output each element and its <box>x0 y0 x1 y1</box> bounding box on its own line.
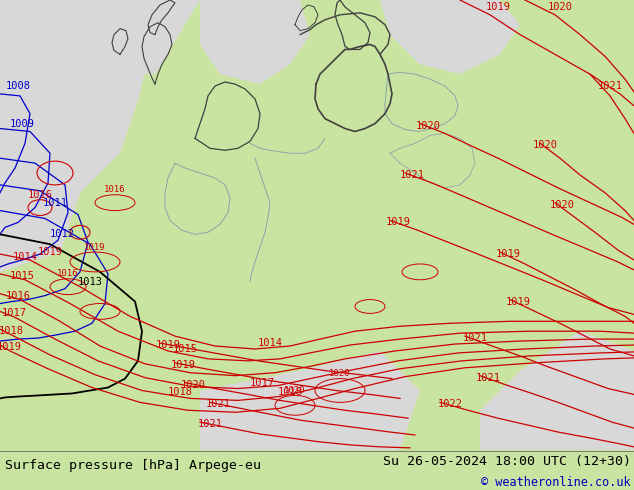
Text: 1019: 1019 <box>155 340 181 350</box>
Text: 1019: 1019 <box>486 2 510 12</box>
Text: 1019: 1019 <box>171 360 195 370</box>
Text: 1020: 1020 <box>181 380 205 390</box>
Text: 1020: 1020 <box>548 2 573 12</box>
Text: 1015: 1015 <box>172 344 198 354</box>
Text: 1021: 1021 <box>597 81 623 91</box>
Text: 1020: 1020 <box>550 199 574 210</box>
Text: 1016: 1016 <box>57 270 79 278</box>
Polygon shape <box>480 331 634 450</box>
Text: 1020: 1020 <box>533 140 557 150</box>
Text: 1019: 1019 <box>0 342 22 352</box>
Text: 1014: 1014 <box>257 338 283 348</box>
Text: 1020: 1020 <box>284 386 306 395</box>
Text: 1021: 1021 <box>205 399 231 409</box>
Polygon shape <box>380 0 520 74</box>
Text: Su 26-05-2024 18:00 UTC (12+30): Su 26-05-2024 18:00 UTC (12+30) <box>383 455 631 467</box>
Text: 1021: 1021 <box>462 333 488 343</box>
Text: 1021: 1021 <box>198 419 223 429</box>
Text: 1019: 1019 <box>505 296 531 307</box>
Text: 1017: 1017 <box>1 308 27 318</box>
Text: 1016: 1016 <box>6 291 30 300</box>
Polygon shape <box>200 0 310 84</box>
Text: 1015: 1015 <box>10 271 34 281</box>
Text: 1019: 1019 <box>37 247 63 257</box>
Polygon shape <box>0 173 80 272</box>
Text: 1018: 1018 <box>278 388 302 397</box>
Text: Surface pressure [hPa] Arpege-eu: Surface pressure [hPa] Arpege-eu <box>5 459 261 471</box>
Text: 1019: 1019 <box>84 243 106 252</box>
Text: 1008: 1008 <box>6 81 30 91</box>
Polygon shape <box>130 0 200 74</box>
Text: 1011: 1011 <box>42 197 67 208</box>
Text: 1012: 1012 <box>49 229 75 239</box>
Text: 1013: 1013 <box>77 277 103 287</box>
Text: 1018: 1018 <box>0 326 23 336</box>
Polygon shape <box>200 351 420 450</box>
Text: © weatheronline.co.uk: © weatheronline.co.uk <box>481 476 631 490</box>
Text: 1022: 1022 <box>437 399 462 409</box>
Text: 1021: 1021 <box>476 373 500 383</box>
Text: 1019: 1019 <box>385 218 410 227</box>
Text: 1021: 1021 <box>399 170 425 180</box>
Text: 1016: 1016 <box>27 190 53 200</box>
Text: 1020: 1020 <box>329 369 351 378</box>
Text: 1009: 1009 <box>10 119 34 128</box>
Text: 1016: 1016 <box>104 185 126 195</box>
Text: 1019: 1019 <box>496 249 521 259</box>
Text: 1017: 1017 <box>250 378 275 388</box>
Text: 1018: 1018 <box>167 388 193 397</box>
Text: 1014: 1014 <box>13 252 37 262</box>
Polygon shape <box>0 0 160 272</box>
Text: 1020: 1020 <box>415 121 441 130</box>
